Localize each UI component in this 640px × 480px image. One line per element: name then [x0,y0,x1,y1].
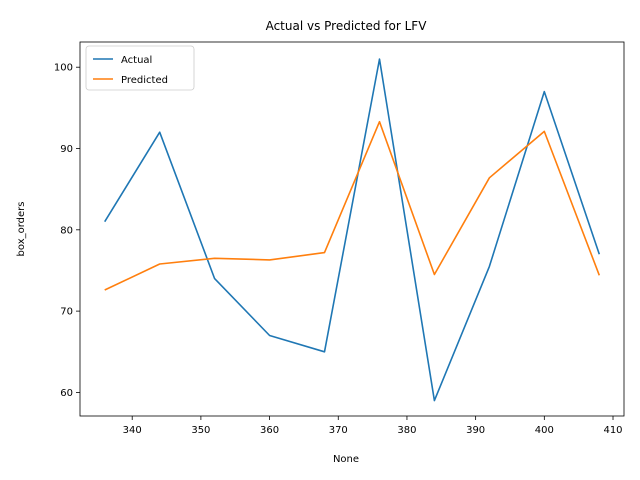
series-line-predicted [104,120,601,291]
series-layer [104,58,601,402]
legend-label-actual: Actual [121,55,152,66]
x-axis-label: None [333,454,359,465]
legend: Actual Predicted [85,45,195,91]
x-tick-label: 370 [329,425,348,436]
series-line-actual [104,58,601,402]
x-tick-label: 380 [397,425,416,436]
y-axis-label: box_orders [16,202,27,257]
chart-title: Actual vs Predicted for LFV [266,19,428,33]
x-tick-label: 400 [535,425,554,436]
x-tick-label: 340 [123,425,142,436]
y-tick-label: 100 [54,63,73,74]
x-tick-label: 390 [466,425,485,436]
y-tick-label: 80 [60,225,73,236]
y-tick-label: 60 [60,388,73,399]
y-tick-label: 70 [60,307,73,318]
x-tick-label: 350 [191,425,210,436]
legend-label-predicted: Predicted [121,75,168,86]
y-axis-ticks: 60 70 80 90 100 [54,63,80,399]
plot-frame [79,41,625,417]
x-tick-label: 360 [260,425,279,436]
x-tick-label: 410 [603,425,622,436]
y-tick-label: 90 [60,144,73,155]
x-axis-ticks: 340 350 360 370 380 390 400 410 [123,416,623,436]
plot-area [79,41,625,417]
